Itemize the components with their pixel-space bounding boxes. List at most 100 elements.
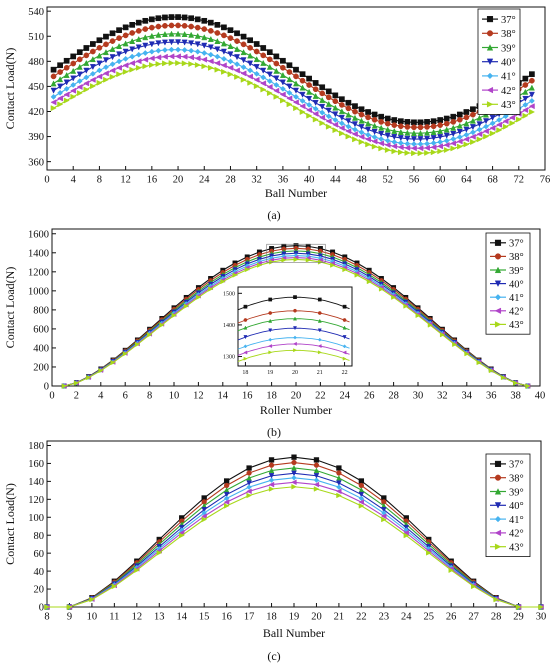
data-point bbox=[240, 33, 247, 40]
data-point bbox=[227, 64, 234, 71]
data-point bbox=[488, 368, 494, 374]
data-point bbox=[266, 83, 273, 90]
data-point bbox=[391, 127, 398, 134]
data-point bbox=[339, 130, 346, 137]
data-point bbox=[476, 359, 482, 366]
inset-series-line bbox=[237, 327, 350, 341]
data-point bbox=[266, 63, 273, 70]
legend-marker bbox=[494, 280, 502, 287]
data-point bbox=[336, 465, 342, 471]
data-point bbox=[201, 42, 208, 49]
data-point bbox=[443, 141, 450, 148]
data-point bbox=[50, 66, 57, 73]
legend-label: 41° bbox=[509, 293, 524, 304]
data-point bbox=[424, 140, 431, 147]
data-point bbox=[397, 128, 404, 135]
data-point bbox=[456, 122, 463, 129]
data-point bbox=[214, 21, 221, 28]
data-point bbox=[338, 108, 345, 115]
data-point bbox=[111, 583, 118, 590]
data-point bbox=[109, 38, 116, 44]
data-point bbox=[525, 383, 531, 389]
x-tick-label: 30 bbox=[413, 391, 424, 402]
data-point bbox=[103, 41, 109, 48]
x-axis-label: Ball Number bbox=[265, 186, 327, 200]
x-tick-label: 16 bbox=[242, 391, 253, 402]
x-tick-label: 24 bbox=[340, 391, 351, 402]
y-tick-label: 510 bbox=[28, 32, 44, 43]
data-point bbox=[268, 457, 275, 463]
data-point bbox=[437, 127, 444, 134]
x-tick-label: 25 bbox=[423, 612, 434, 623]
data-point bbox=[292, 80, 300, 87]
series-line bbox=[47, 467, 541, 608]
data-point bbox=[83, 59, 90, 66]
data-point bbox=[430, 135, 437, 142]
data-point bbox=[161, 47, 168, 53]
legend-label: 37° bbox=[501, 15, 516, 26]
x-tick-label: 44 bbox=[330, 175, 341, 186]
series-line bbox=[47, 472, 541, 608]
data-point bbox=[319, 84, 326, 91]
data-point bbox=[240, 57, 247, 64]
data-point bbox=[96, 73, 103, 80]
data-point bbox=[464, 351, 470, 357]
data-point bbox=[147, 332, 153, 338]
data-point bbox=[227, 42, 234, 49]
data-point bbox=[342, 266, 348, 273]
data-point bbox=[194, 16, 201, 23]
data-point bbox=[246, 73, 253, 80]
data-point bbox=[489, 130, 496, 137]
data-point bbox=[345, 105, 352, 112]
data-point bbox=[246, 492, 253, 499]
data-point bbox=[109, 54, 116, 61]
data-point bbox=[358, 503, 365, 509]
data-point bbox=[175, 39, 182, 46]
data-point bbox=[280, 97, 287, 104]
y-tick-label: 1400 bbox=[28, 248, 49, 259]
data-point bbox=[424, 129, 431, 136]
data-point bbox=[76, 63, 83, 70]
data-point bbox=[103, 76, 110, 83]
x-tick-label: 6 bbox=[123, 391, 128, 402]
data-point bbox=[448, 567, 455, 574]
data-point bbox=[312, 99, 319, 106]
data-point bbox=[57, 62, 63, 69]
data-point bbox=[207, 19, 214, 26]
data-point bbox=[365, 126, 372, 133]
data-point bbox=[286, 62, 293, 69]
data-point bbox=[312, 110, 319, 117]
data-point bbox=[371, 116, 378, 123]
data-point bbox=[83, 52, 90, 59]
data-point bbox=[116, 71, 123, 78]
x-tick-label: 34 bbox=[462, 391, 473, 402]
data-point bbox=[207, 51, 214, 58]
legend-label: 38° bbox=[501, 29, 516, 40]
x-tick-label: 24 bbox=[199, 175, 210, 186]
data-point bbox=[247, 44, 253, 51]
data-point bbox=[247, 52, 254, 59]
data-point bbox=[103, 64, 109, 71]
data-point bbox=[268, 486, 275, 492]
data-point bbox=[437, 148, 444, 155]
data-point bbox=[522, 112, 529, 119]
data-point bbox=[424, 124, 430, 130]
data-point bbox=[70, 60, 77, 67]
data-point bbox=[70, 75, 77, 82]
x-tick-label: 15 bbox=[199, 612, 210, 623]
data-point bbox=[76, 90, 83, 97]
x-tick-label: 10 bbox=[87, 612, 98, 623]
data-point bbox=[305, 257, 311, 263]
legend-marker bbox=[494, 266, 502, 274]
x-tick-label: 19 bbox=[289, 612, 300, 623]
data-point bbox=[181, 39, 188, 46]
data-point bbox=[378, 136, 385, 142]
data-point bbox=[456, 134, 463, 141]
data-point bbox=[280, 64, 286, 71]
data-point bbox=[181, 60, 188, 67]
data-point bbox=[63, 85, 70, 92]
inset-data-point bbox=[293, 335, 297, 340]
data-point bbox=[528, 103, 535, 110]
data-point bbox=[319, 114, 326, 121]
data-point bbox=[168, 22, 175, 29]
